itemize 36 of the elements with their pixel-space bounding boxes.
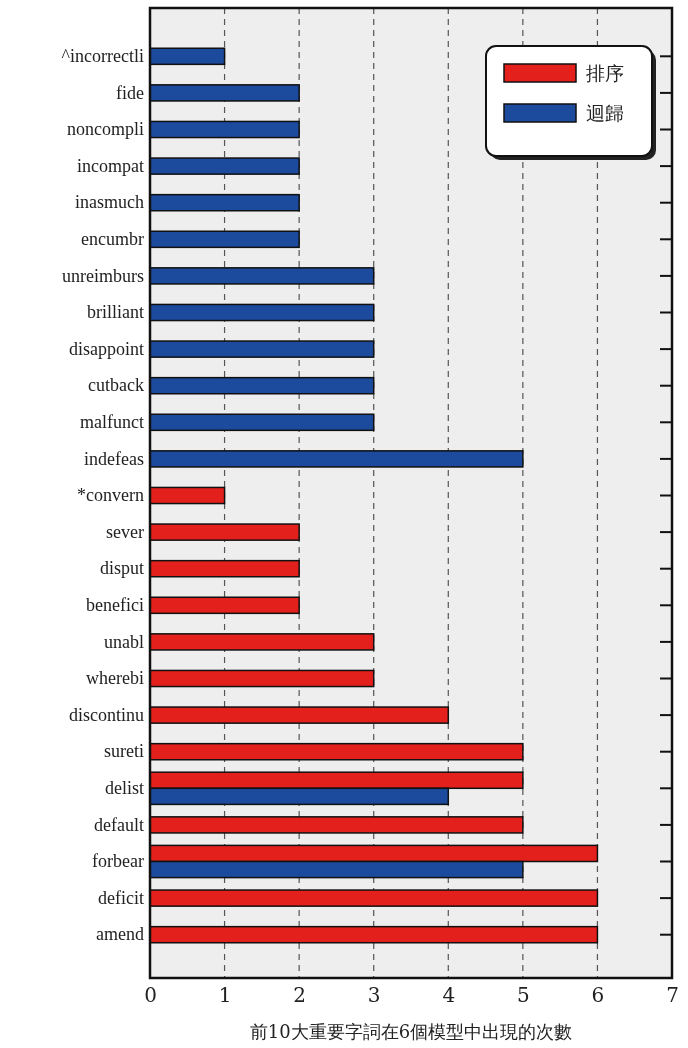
x-tick-label: 1: [218, 983, 232, 1008]
y-tick-label: *convern: [77, 485, 144, 506]
legend-label: 迴歸: [586, 102, 624, 124]
y-tick-label: encumbr: [81, 229, 144, 250]
y-tick-label: default: [94, 814, 144, 835]
x-tick-label: 2: [293, 983, 307, 1008]
y-tick-label: fide: [116, 82, 145, 103]
y-tick-label: incompat: [77, 155, 144, 176]
y-tick-label: unreimburs: [62, 265, 144, 286]
x-axis-title: 前10大重要字詞在6個模型中出現的次數: [249, 1021, 573, 1042]
legend-label: 排序: [586, 62, 624, 84]
y-tick-label: delist: [105, 778, 144, 799]
y-tick-label: indefeas: [84, 448, 144, 469]
y-tick-label: forbear: [92, 851, 144, 872]
y-tick-label: ^incorrectli: [61, 46, 144, 67]
y-tick-label: unabl: [104, 631, 144, 652]
y-tick-label: amend: [96, 924, 144, 945]
x-tick-label: 7: [666, 983, 679, 1008]
x-tick-label: 3: [367, 983, 381, 1008]
x-tick-label: 4: [442, 983, 456, 1008]
y-tick-label: disput: [99, 558, 144, 579]
y-tick-label: wherebi: [86, 668, 144, 689]
y-tick-label: benefici: [86, 595, 144, 616]
x-tick-label: 6: [591, 983, 605, 1008]
y-tick-label: sureti: [104, 741, 144, 762]
x-tick-label: 5: [516, 983, 530, 1008]
y-tick-label: inasmuch: [75, 192, 144, 213]
y-tick-label: deficit: [98, 887, 144, 908]
y-tick-label: discontinu: [69, 704, 144, 725]
x-tick-label: 0: [144, 983, 157, 1008]
y-tick-label: brilliant: [87, 302, 144, 323]
y-tick-label: malfunct: [80, 412, 144, 433]
y-tick-label: disappoint: [69, 338, 144, 359]
y-tick-label: cutback: [88, 375, 144, 396]
y-tick-label: sever: [106, 521, 144, 542]
y-tick-label: noncompli: [67, 119, 144, 140]
